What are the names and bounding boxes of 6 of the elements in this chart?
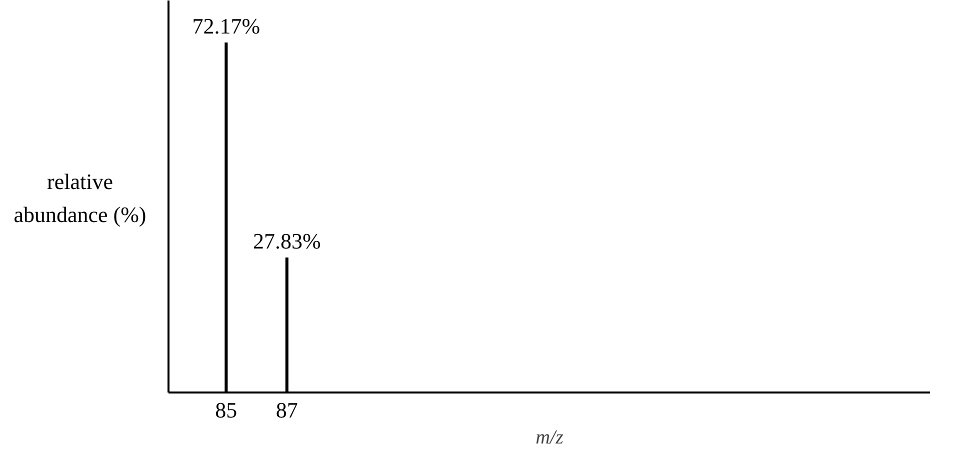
x-tick-label: 87 <box>276 398 298 422</box>
x-axis-title: m/z <box>536 426 564 448</box>
x-tick-label: 85 <box>215 398 238 422</box>
data-label: 72.17% <box>192 14 260 38</box>
data-label: 27.83% <box>252 228 321 254</box>
y-axis-title: relative abundance (%) <box>12 168 148 229</box>
